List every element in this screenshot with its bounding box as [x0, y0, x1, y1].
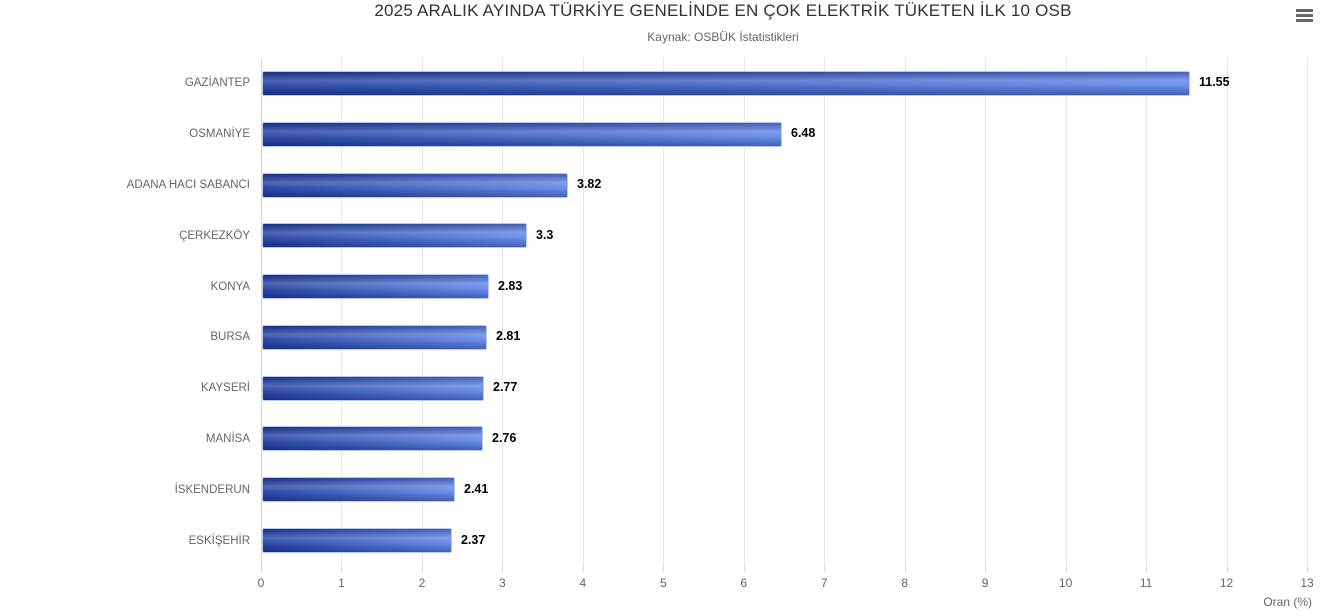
value-label: 2.83: [498, 279, 523, 293]
x-axis-tick-label: 9: [981, 576, 989, 590]
x-axis-tick: [1146, 566, 1148, 572]
bar[interactable]: [262, 173, 568, 198]
gridline: [421, 58, 423, 566]
x-axis-tick: [502, 566, 504, 572]
category-label: MANİSA: [205, 433, 250, 445]
gridline: [904, 58, 906, 566]
x-axis-tick: [1307, 566, 1308, 572]
x-axis-tick: [743, 566, 745, 572]
value-label: 2.77: [493, 380, 518, 394]
value-label: 11.55: [1199, 75, 1230, 89]
x-axis-tick-label: 1: [338, 576, 345, 590]
bar[interactable]: [262, 376, 484, 401]
gridline: [502, 58, 504, 566]
value-label: 3.82: [577, 177, 602, 191]
bar[interactable]: [262, 274, 489, 299]
value-label: 2.41: [464, 482, 489, 496]
x-axis-tick: [1065, 566, 1067, 572]
x-axis-title: Oran (%): [1263, 595, 1312, 609]
context-menu-button[interactable]: [1291, 3, 1317, 27]
x-axis-tick-label: 8: [901, 576, 909, 590]
x-axis-tick-label: 11: [1139, 576, 1153, 590]
x-axis-tick-label: 0: [257, 576, 265, 590]
category-label: ESKİŞEHİR: [188, 535, 250, 547]
x-axis-tick-label: 5: [659, 576, 667, 590]
x-axis-tick-label: 10: [1058, 576, 1073, 590]
x-axis-tick-label: 7: [820, 576, 828, 590]
hamburger-icon: [1295, 8, 1313, 12]
x-axis-tick-label: 6: [740, 576, 748, 590]
x-axis-tick: [824, 566, 826, 572]
x-axis-tick: [261, 566, 262, 572]
bar[interactable]: [262, 122, 782, 147]
gridline: [341, 58, 343, 566]
x-axis-tick: [341, 566, 343, 572]
value-label: 6.48: [791, 126, 816, 140]
bar[interactable]: [262, 325, 487, 350]
category-label: ÇERKEZKÖY: [179, 230, 250, 242]
category-label: KAYSERİ: [201, 382, 250, 394]
bar[interactable]: [262, 477, 455, 502]
value-label: 2.76: [492, 431, 517, 445]
category-label: BURSA: [210, 331, 250, 343]
value-label: 3.3: [536, 228, 554, 242]
category-label: İSKENDERUN: [174, 484, 250, 496]
gridline: [1307, 58, 1308, 566]
gridline: [1065, 58, 1067, 566]
x-axis-tick: [582, 566, 584, 572]
hamburger-icon: [1295, 18, 1313, 22]
gridline: [582, 58, 584, 566]
value-label: 2.37: [461, 533, 486, 547]
x-axis-tick-label: 2: [418, 576, 426, 590]
gridline: [985, 58, 987, 566]
bar[interactable]: [262, 426, 483, 451]
category-label: GAZİANTEP: [184, 77, 250, 89]
chart-subtitle: Kaynak: OSBÜK İstatistikleri: [647, 30, 799, 44]
x-axis-tick: [904, 566, 906, 572]
category-label: OSMANİYE: [189, 128, 250, 140]
gridline: [824, 58, 826, 566]
x-axis-tick-label: 13: [1300, 576, 1314, 590]
hamburger-icon: [1295, 13, 1313, 17]
x-axis-tick: [421, 566, 423, 572]
bar[interactable]: [262, 528, 452, 553]
x-axis-tick-label: 3: [499, 576, 506, 590]
x-axis-tick: [663, 566, 665, 572]
chart-title: 2025 ARALIK AYINDA TÜRKİYE GENELİNDE EN …: [374, 1, 1072, 20]
category-label: KONYA: [210, 281, 250, 293]
gridline: [1226, 58, 1228, 566]
value-label: 2.81: [496, 329, 521, 343]
category-label: ADANA HACI SABANCI: [126, 179, 250, 191]
bar[interactable]: [262, 223, 527, 248]
x-axis-tick-label: 4: [579, 576, 587, 590]
gridline: [663, 58, 665, 566]
y-axis-line: [261, 58, 262, 566]
gridline: [1146, 58, 1148, 566]
x-axis-tick-label: 12: [1219, 576, 1234, 590]
x-axis-tick: [1226, 566, 1228, 572]
x-axis-tick: [985, 566, 987, 572]
gridline: [743, 58, 745, 566]
bar[interactable]: [262, 71, 1190, 96]
